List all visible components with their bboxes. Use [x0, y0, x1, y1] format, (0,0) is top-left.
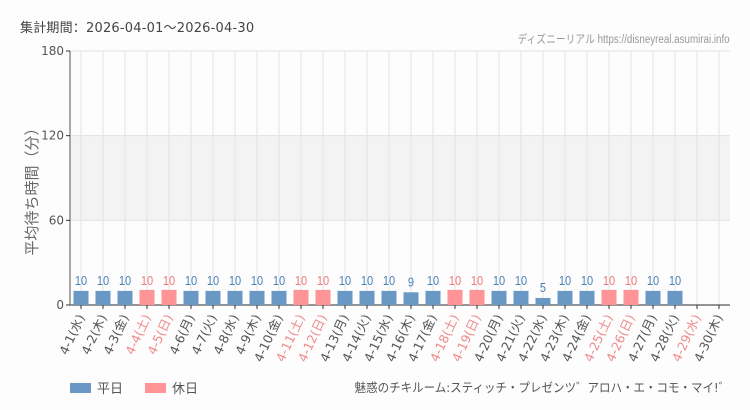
legend-swatch-weekday: [70, 382, 91, 393]
bar[interactable]: [579, 290, 595, 305]
bar-value-label: 10: [97, 273, 110, 288]
bar[interactable]: [425, 290, 441, 305]
bar[interactable]: [293, 289, 309, 305]
bar[interactable]: [139, 289, 155, 305]
bar[interactable]: [403, 292, 419, 305]
bar[interactable]: [623, 289, 639, 305]
y-tick-label: 0: [56, 298, 64, 312]
bar[interactable]: [73, 290, 89, 305]
bar-value-label: 10: [427, 273, 440, 288]
legend-item-holiday: 休日: [145, 378, 198, 397]
bar[interactable]: [535, 297, 551, 305]
bar-value-label: 10: [471, 273, 484, 288]
bar-value-label: 10: [449, 273, 462, 288]
y-axis-title: 平均待ち時間（分）: [23, 120, 41, 255]
bar[interactable]: [513, 290, 529, 305]
bar[interactable]: [601, 289, 617, 305]
bar[interactable]: [469, 289, 485, 305]
bar[interactable]: [227, 290, 243, 305]
bar-value-label: 10: [119, 273, 132, 288]
legend-item-weekday: 平日: [70, 378, 123, 397]
bar[interactable]: [161, 289, 177, 305]
legend-swatch-holiday: [145, 382, 167, 393]
bar[interactable]: [359, 290, 375, 305]
bar[interactable]: [95, 290, 111, 305]
legend-label-weekday: 平日: [97, 382, 124, 397]
bar-value-label: 10: [339, 273, 352, 288]
bar-value-label: 10: [669, 273, 682, 288]
bar-value-label: 10: [625, 273, 638, 288]
bar[interactable]: [271, 290, 287, 305]
bar-value-label: 10: [207, 273, 220, 288]
bar[interactable]: [491, 290, 507, 305]
bar[interactable]: [557, 290, 573, 305]
bar[interactable]: [117, 290, 133, 305]
bar[interactable]: [645, 290, 661, 305]
bar-value-label: 10: [185, 273, 198, 288]
bar-value-label: 10: [229, 273, 242, 288]
bar-value-label: 10: [603, 273, 616, 288]
attraction-name: 魅惑のチキルーム:スティッチ・プレゼンツ゛アロハ・エ・コモ・マイ!゛: [354, 380, 730, 395]
bar[interactable]: [183, 290, 199, 305]
bar-value-label: 10: [273, 273, 286, 288]
bar-value-label: 10: [75, 273, 88, 288]
bar-value-label: 10: [295, 273, 308, 288]
site-credit: ディズニーリアル https://disneyreal.asumirai.inf…: [517, 34, 730, 46]
bar[interactable]: [381, 290, 397, 305]
bar[interactable]: [337, 290, 353, 305]
y-tick-label: 120: [41, 129, 64, 143]
legend-label-holiday: 休日: [172, 382, 199, 397]
bar-value-label: 10: [559, 273, 572, 288]
bar-value-label: 10: [141, 273, 154, 288]
bar-value-label: 10: [383, 273, 396, 288]
bar-value-label: 10: [581, 273, 594, 288]
bar[interactable]: [315, 289, 331, 305]
bar-value-label: 5: [540, 280, 546, 295]
bar[interactable]: [447, 289, 463, 305]
shaded-band: [70, 135, 730, 221]
y-tick-label: 60: [49, 213, 64, 227]
bar-value-label: 10: [163, 273, 176, 288]
period-label: 集計期間：2026-04-01～2026-04-30: [20, 21, 255, 36]
bar-value-label: 10: [493, 273, 506, 288]
bar[interactable]: [249, 290, 265, 305]
bar-value-label: 10: [515, 273, 528, 288]
bar-value-label: 10: [361, 273, 374, 288]
y-tick-label: 180: [41, 44, 64, 58]
bar-value-label: 9: [408, 274, 414, 289]
bar[interactable]: [205, 290, 221, 305]
bar-value-label: 10: [317, 273, 330, 288]
bar[interactable]: [667, 290, 683, 305]
bar-value-label: 10: [647, 273, 660, 288]
legend: 平日 休日: [70, 378, 220, 397]
bar-value-label: 10: [251, 273, 264, 288]
